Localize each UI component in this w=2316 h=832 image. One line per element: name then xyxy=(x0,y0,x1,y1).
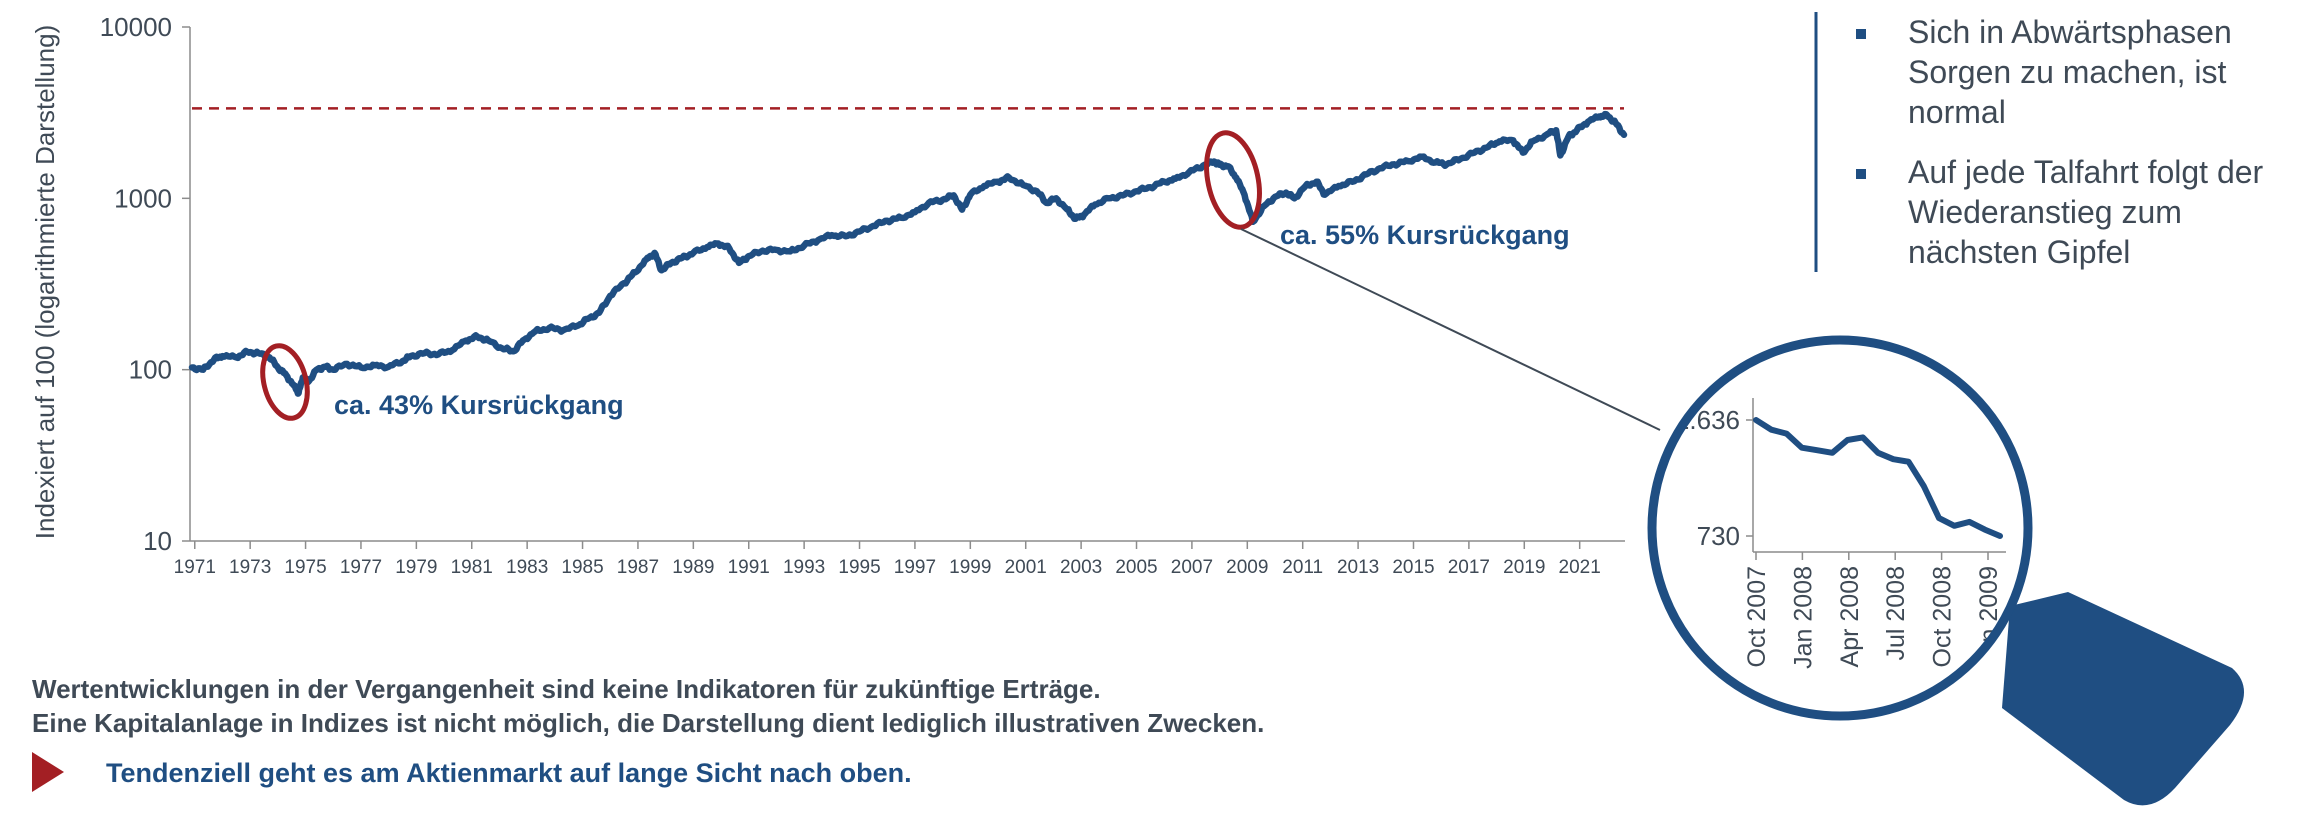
y-tick-label: 1000 xyxy=(114,183,172,213)
x-tick-label: 2017 xyxy=(1448,557,1490,578)
inset-x-tick-label: Oct 2008 xyxy=(1929,566,1957,667)
magnifier-ring xyxy=(1647,335,2033,721)
magnifier-handle xyxy=(2002,592,2245,806)
series-line-index xyxy=(188,110,1628,397)
x-tick-label: 2005 xyxy=(1115,557,1157,578)
play-arrow-icon xyxy=(32,752,64,792)
x-tick-label: 2019 xyxy=(1503,557,1545,578)
magnifier-pointer-line xyxy=(1240,228,1661,431)
inset-x-tick-label: Jul 2008 xyxy=(1882,566,1910,661)
x-tick-label: 1971 xyxy=(174,557,216,578)
x-tick-label: 1997 xyxy=(894,557,936,578)
inset-x-tick-label: Apr 2008 xyxy=(1836,566,1864,667)
x-tick-label: 1991 xyxy=(728,557,770,578)
x-tick-label: 1981 xyxy=(451,557,493,578)
inset-y-tick-label: 730 xyxy=(1697,521,1740,551)
conclusion-text: Tendenziell geht es am Aktienmarkt auf l… xyxy=(106,758,912,788)
x-tick-label: 2021 xyxy=(1559,557,1601,578)
x-tick-label: 2009 xyxy=(1226,557,1268,578)
key-message-bullets: Sich in Abwärtsphasen Sorgen zu machen, … xyxy=(1856,12,2296,292)
disclaimer-line-2: Eine Kapitalanlage in Indizes ist nicht … xyxy=(32,708,1265,738)
y-tick-label: 10000 xyxy=(100,12,172,42)
inset-x-tick-label: Jan 2008 xyxy=(1789,566,1817,669)
y-axis-title: Indexiert auf 100 (logarithmierte Darste… xyxy=(30,25,60,539)
magnifier-lens xyxy=(1652,340,2028,716)
x-tick-label: 1999 xyxy=(949,557,991,578)
inset-x-tick-label: Oct 2007 xyxy=(1743,566,1771,667)
x-tick-label: 1983 xyxy=(506,557,548,578)
x-tick-label: 1977 xyxy=(340,557,382,578)
x-tick-label: 2015 xyxy=(1392,557,1434,578)
disclaimer-line-1: Wertentwicklungen in der Vergangenheit s… xyxy=(32,674,1101,704)
x-tick-label: 1989 xyxy=(672,557,714,578)
x-tick-label: 1993 xyxy=(783,557,825,578)
annotation-crash-2008: ca. 55% Kursrückgang xyxy=(1280,220,1570,250)
x-tick-label: 1975 xyxy=(284,557,326,578)
x-tick-label: 2013 xyxy=(1337,557,1379,578)
x-tick-label: 2007 xyxy=(1171,557,1213,578)
x-tick-label: 2001 xyxy=(1005,557,1047,578)
x-tick-label: 1973 xyxy=(229,557,271,578)
bullet-item: Sich in Abwärtsphasen Sorgen zu machen, … xyxy=(1856,12,2296,132)
x-tick-label: 1979 xyxy=(395,557,437,578)
x-tick-label: 2011 xyxy=(1282,557,1323,578)
inset-series-line xyxy=(1753,417,2003,539)
x-tick-label: 1985 xyxy=(561,557,603,578)
x-tick-labels: 1971 1973 1975 1977 1979 1981 1983 1985 1987 1989… xyxy=(174,541,1601,578)
y-tick-labels: 10 100 1000 10000 xyxy=(100,12,190,556)
y-tick-label: 100 xyxy=(129,355,172,385)
x-tick-label: 1995 xyxy=(838,557,880,578)
y-tick-label: 10 xyxy=(143,526,172,556)
crash-1974-highlight-ellipse xyxy=(260,343,310,421)
bullet-item: Auf jede Talfahrt folgt der Wiederanstie… xyxy=(1856,152,2296,272)
annotation-crash-1974: ca. 43% Kursrückgang xyxy=(334,390,624,420)
x-tick-label: 1987 xyxy=(617,557,659,578)
crash-2008-highlight-ellipse xyxy=(1204,130,1262,230)
x-tick-label: 2003 xyxy=(1060,557,1102,578)
